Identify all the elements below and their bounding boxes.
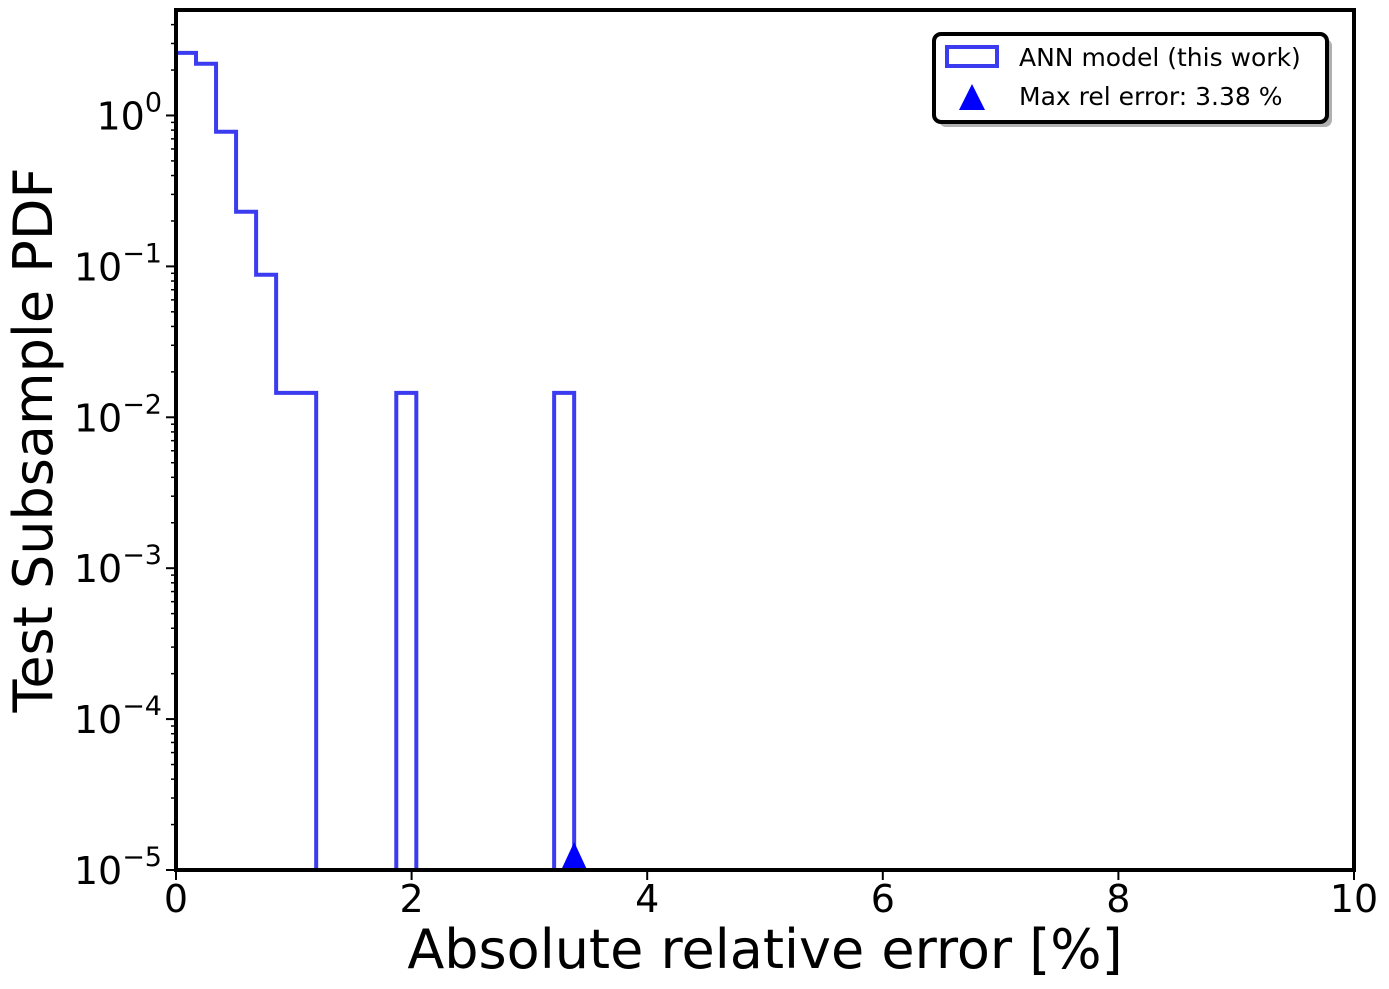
plot-background xyxy=(176,10,1354,870)
legend: ANN model (this work) Max rel error: 3.3… xyxy=(932,32,1332,127)
x-tick-label-5: 10 xyxy=(1330,877,1378,921)
x-tick-label-4: 8 xyxy=(1106,877,1130,921)
y-tick-label-0: 100 xyxy=(96,87,162,138)
plot-frame xyxy=(174,8,1356,872)
legend-swatch-marker xyxy=(959,84,985,110)
x-tick-label-0: 0 xyxy=(164,877,188,921)
x-tick-label-2: 4 xyxy=(635,877,659,921)
x-tick-label-3: 6 xyxy=(871,877,895,921)
y-axis-ticks: 100 10−1 10−2 10−3 10−4 10−5 xyxy=(74,23,176,893)
y-tick-label-4: 10−4 xyxy=(74,691,162,742)
x-axis-label: Absolute relative error [%] xyxy=(407,918,1122,981)
legend-label-marker: Max rel error: 3.38 % xyxy=(1019,82,1282,111)
y-tick-label-5: 10−5 xyxy=(74,842,162,893)
legend-swatch-histogram xyxy=(945,45,999,68)
y-tick-label-1: 10−1 xyxy=(74,238,162,289)
y-axis-label: Test Subsample PDF xyxy=(2,168,65,714)
marker-layer xyxy=(561,842,588,870)
x-tick-label-1: 2 xyxy=(400,877,424,921)
max-error-marker xyxy=(561,842,588,870)
x-axis-ticks: 0 2 4 6 8 10 xyxy=(164,870,1378,921)
y-tick-label-3: 10−3 xyxy=(74,540,162,591)
y-tick-label-2: 10−2 xyxy=(74,389,162,440)
legend-box xyxy=(932,32,1329,124)
legend-label-histogram: ANN model (this work) xyxy=(1019,43,1301,72)
